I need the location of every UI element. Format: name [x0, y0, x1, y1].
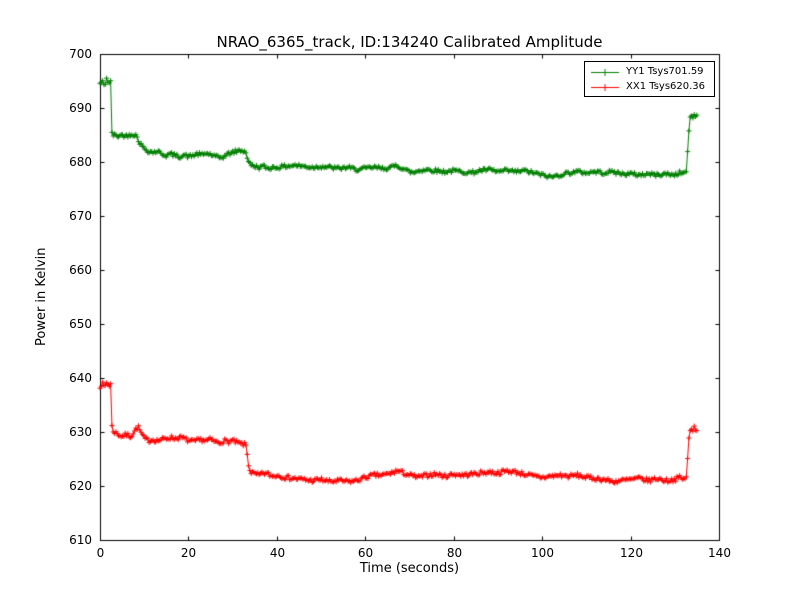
legend-marker-yy1-icon	[589, 65, 621, 78]
y-tick-label: 650	[69, 316, 92, 331]
x-tick-label: 60	[357, 546, 374, 560]
x-tick-label: 40	[269, 546, 286, 560]
legend-entry-xx1: XX1 Tsys620.36	[585, 79, 714, 94]
legend: YY1 Tsys701.59 XX1 Tsys620.36	[584, 61, 715, 97]
y-tick-label: 690	[69, 100, 92, 115]
x-tick-label: 0	[96, 546, 105, 560]
y-tick-label: 680	[69, 154, 92, 169]
y-tick-label: 640	[69, 370, 92, 385]
y-tick-label: 670	[69, 208, 92, 223]
legend-label-xx1: XX1 Tsys620.36	[626, 81, 706, 92]
x-axis-label: Time (seconds)	[359, 561, 460, 576]
x-tick-label: 80	[446, 546, 463, 560]
legend-label-yy1: YY1 Tsys701.59	[626, 66, 704, 77]
y-tick-label: 700	[69, 46, 92, 61]
x-tick-label: 140	[708, 546, 731, 560]
chart-title: NRAO_6365_track, ID:134240 Calibrated Am…	[216, 33, 603, 51]
x-tick-label: 20	[180, 546, 197, 560]
x-tick-label: 120	[620, 546, 643, 560]
legend-marker-xx1-icon	[589, 80, 621, 93]
y-tick-label: 610	[69, 532, 92, 547]
y-axis-label: Power in Kelvin	[34, 247, 49, 347]
x-tick-label: 100	[531, 546, 554, 560]
y-tick-label: 620	[69, 478, 92, 493]
y-tick-label: 660	[69, 262, 92, 277]
y-tick-label: 630	[69, 424, 92, 439]
legend-entry-yy1: YY1 Tsys701.59	[585, 64, 714, 79]
